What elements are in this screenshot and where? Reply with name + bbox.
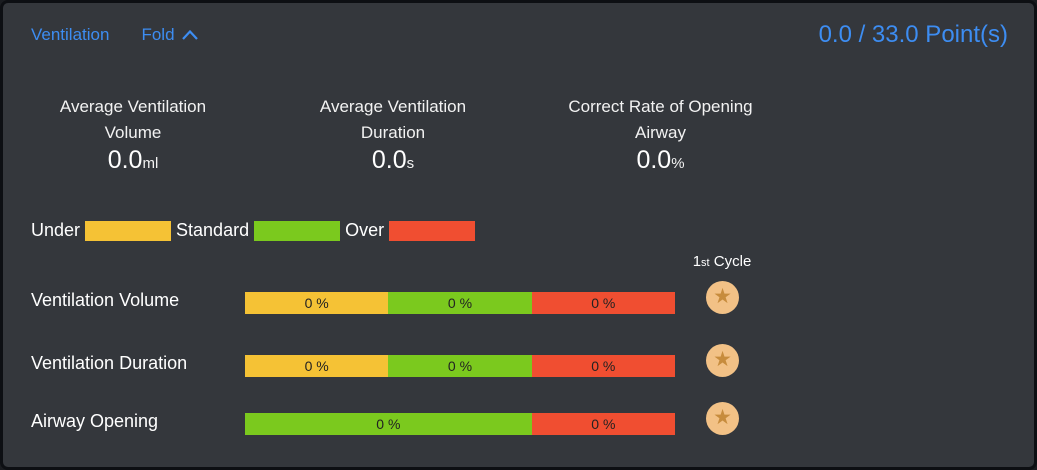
stat-value: 0.0ml <box>107 146 159 174</box>
segment-value: 0 % <box>376 416 401 432</box>
star-icon: ★ <box>713 348 732 371</box>
row-label: Ventilation Volume <box>31 290 180 310</box>
legend-label-standard: Standard <box>176 220 250 240</box>
cycle-star-badge: ★ <box>706 402 739 435</box>
segment-value: 0 % <box>591 358 616 374</box>
chevron-up-icon <box>181 25 198 45</box>
row-ventilation-volume: Ventilation Volume 0 % 0 % 0 % ★ <box>3 281 1034 315</box>
segmented-bar: 0 % 0 % 0 % <box>245 292 675 314</box>
stat-average-ventilation-duration: Average Ventilation Duration 0.0s <box>263 94 523 178</box>
stat-label-line2: Volume <box>104 123 162 142</box>
stat-correct-rate-opening-airway: Correct Rate of Opening Airway 0.0% <box>523 94 798 178</box>
stat-average-ventilation-volume: Average Ventilation Volume 0.0ml <box>3 94 263 178</box>
segment-value: 0 % <box>304 295 329 311</box>
segment-value: 0 % <box>447 295 473 311</box>
stat-unit: ml <box>142 155 159 172</box>
segment-value: 0 % <box>447 358 473 374</box>
segment-value: 0 % <box>591 416 616 432</box>
bar-segment-standard: 0 % <box>388 292 532 314</box>
cycle-star-badge: ★ <box>706 344 739 377</box>
fold-toggle[interactable]: Fold <box>141 25 198 45</box>
stat-label-line1: Average Ventilation <box>59 97 207 116</box>
stat-label-line2: Airway <box>634 123 686 142</box>
stat-unit: s <box>406 155 415 172</box>
legend-swatch-over <box>389 220 476 241</box>
bar-segment-over: 0 % <box>531 413 675 435</box>
legend: Under Standard Over <box>31 220 476 241</box>
legend-label-under: Under <box>31 220 81 240</box>
bar-segment-under: 0 % <box>245 355 389 377</box>
bar-segment-over: 0 % <box>531 292 675 314</box>
stat-label-line2: Duration <box>360 123 426 142</box>
points-score: 0.0 / 33.0 Point(s) <box>818 21 1008 48</box>
star-icon: ★ <box>713 406 732 429</box>
row-ventilation-duration: Ventilation Duration 0 % 0 % 0 % ★ <box>3 344 1034 378</box>
stat-value: 0.0s <box>371 146 415 174</box>
cycle-star-badge: ★ <box>706 281 739 314</box>
stat-label-line1: Average Ventilation <box>319 97 467 116</box>
segment-value: 0 % <box>591 295 616 311</box>
panel-title: Ventilation <box>31 25 110 44</box>
stat-label-line1: Correct Rate of Opening <box>568 97 753 116</box>
row-label: Airway Opening <box>31 411 159 431</box>
row-airway-opening: Airway Opening 0 % 0 % ★ <box>3 402 1034 436</box>
stat-value: 0.0% <box>636 146 685 174</box>
bar-segment-under: 0 % <box>245 292 389 314</box>
row-label: Ventilation Duration <box>31 353 188 373</box>
legend-swatch-under <box>85 220 172 241</box>
segmented-bar: 0 % 0 % 0 % <box>245 355 675 377</box>
stat-unit: % <box>671 155 685 172</box>
cycle-column-header: 1st Cycle <box>692 253 752 270</box>
segmented-bar: 0 % 0 % <box>245 413 675 435</box>
bar-segment-standard: 0 % <box>245 413 532 435</box>
segment-value: 0 % <box>304 358 329 374</box>
legend-swatch-standard <box>254 220 341 241</box>
panel-header: Ventilation Fold 0.0 / 33.0 Point(s) <box>31 21 1008 49</box>
bar-segment-standard: 0 % <box>388 355 532 377</box>
fold-toggle-label: Fold <box>141 25 175 44</box>
stats-row: Average Ventilation Volume 0.0ml Average… <box>3 94 798 178</box>
bar-segment-over: 0 % <box>531 355 675 377</box>
star-icon: ★ <box>713 285 732 308</box>
legend-label-over: Over <box>345 220 385 240</box>
